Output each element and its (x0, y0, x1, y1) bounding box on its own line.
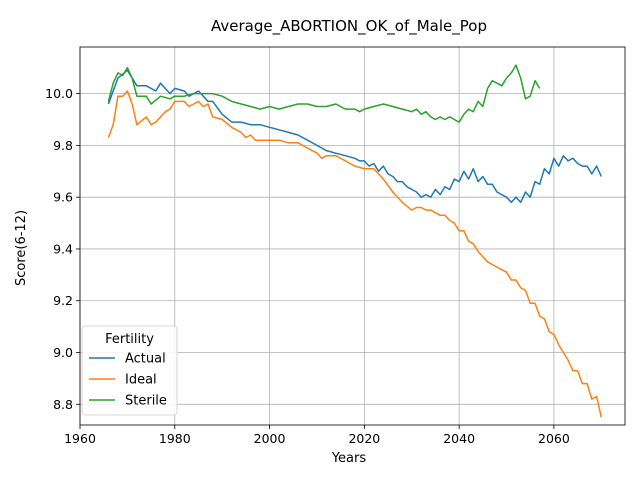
series-lines (107, 64, 603, 418)
legend-label-sterile: Sterile (125, 394, 167, 409)
x-tick-label: 1980 (159, 431, 191, 446)
legend-label-actual: Actual (125, 352, 166, 367)
x-tick-label: 2000 (254, 431, 286, 446)
y-tick-label: 8.8 (53, 397, 73, 412)
y-axis-label: Score(6-12) (14, 210, 29, 286)
axis-ticks: 1960 1980 2000 2020 2040 2060 8.8 9.0 9.2 9.4 9.6 9… (45, 86, 570, 446)
y-tick-label: 10.0 (45, 86, 73, 101)
series-line-ideal (107, 90, 603, 418)
x-tick-label: 2060 (538, 431, 570, 446)
y-tick-label: 9.6 (53, 190, 73, 205)
x-tick-label: 2020 (348, 431, 380, 446)
x-axis-label: Years (331, 451, 367, 466)
y-tick-label: 9.4 (53, 241, 73, 256)
legend: Fertility Actual Ideal Sterile (81, 325, 178, 416)
x-tick-label: 1960 (64, 431, 96, 446)
x-tick-label: 2040 (443, 431, 475, 446)
legend-box (81, 325, 178, 416)
legend-title: Fertility (105, 332, 154, 347)
legend-label-ideal: Ideal (125, 373, 157, 388)
y-tick-label: 9.0 (53, 345, 73, 360)
chart-title: Average_ABORTION_OK_of_Male_Pop (211, 17, 487, 36)
series-line-sterile (107, 64, 541, 123)
plot-frame (79, 46, 626, 426)
y-tick-label: 9.2 (53, 293, 73, 308)
series-line-actual (107, 69, 602, 204)
y-tick-label: 9.8 (53, 138, 73, 153)
